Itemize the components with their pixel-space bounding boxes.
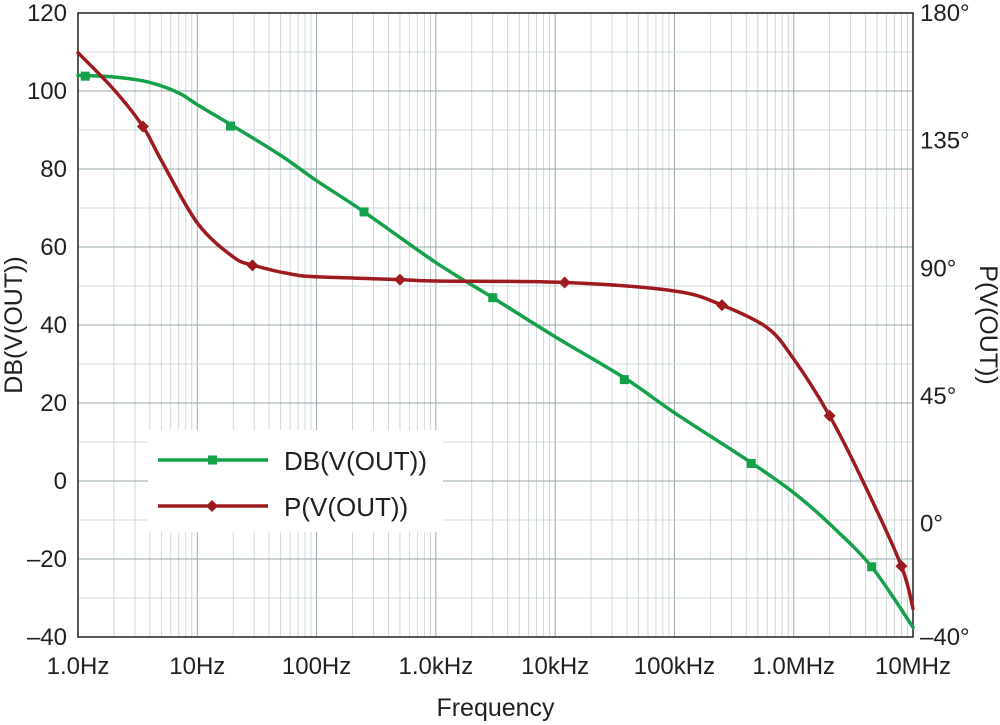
- x-tick-label: 10kHz: [521, 653, 589, 680]
- y-axis-title: DB(V(OUT)): [0, 256, 28, 393]
- series-marker-phase: [246, 259, 259, 272]
- x-tick-label: 10Hz: [169, 653, 225, 680]
- x-tick-label: 10MHz: [875, 653, 951, 680]
- x-tick-label: 100Hz: [282, 653, 351, 680]
- series-marker-phase: [136, 120, 149, 133]
- y-tick-label: 0: [54, 468, 67, 495]
- y-tick-label: 100: [27, 78, 67, 105]
- x-tick-label: 1.0Hz: [47, 653, 110, 680]
- legend-label-phase: P(V(OUT)): [284, 492, 408, 522]
- plot-frame: [77, 12, 914, 638]
- y2-tick-label: 0°: [920, 511, 943, 538]
- y-tick-label: 40: [40, 312, 67, 339]
- legend-marker-db: [208, 455, 217, 465]
- legend-label-db: DB(V(OUT)): [284, 446, 427, 476]
- y2-tick-label: 90°: [920, 255, 956, 282]
- series-marker-phase: [715, 299, 728, 312]
- x-tick-label: 1.0MHz: [752, 653, 835, 680]
- series-marker-db: [226, 121, 236, 131]
- grid: [78, 13, 913, 637]
- y-tick-label: 80: [40, 156, 67, 183]
- legend: DB(V(OUT)) P(V(OUT)): [148, 430, 443, 532]
- series-marker-db: [619, 375, 629, 385]
- series-marker-phase: [823, 409, 836, 422]
- y-tick-label: 60: [40, 234, 67, 261]
- series-layer: [76, 50, 915, 630]
- y-tick-label: –20: [27, 546, 67, 573]
- series-line-db: [76, 73, 915, 630]
- legend-background: [148, 430, 443, 532]
- x-tick-label: 1.0kHz: [399, 653, 474, 680]
- series-marker-phase: [393, 273, 406, 286]
- tick-labels: 1.0Hz 10Hz 100Hz 1.0kHz 10kHz 100kHz 1.0MHz 10M…: [27, 0, 970, 680]
- series-marker-db: [867, 562, 877, 572]
- x-tick-label: 100kHz: [634, 653, 715, 680]
- y-tick-label: –40: [27, 624, 67, 651]
- series-marker-db: [80, 71, 90, 81]
- y2-tick-label: 180°: [920, 0, 970, 27]
- series-marker-db: [359, 207, 369, 217]
- y2-axis-title: P(V(OUT)): [974, 265, 1000, 384]
- y2-tick-label: 45°: [920, 383, 956, 410]
- y-tick-label: 20: [40, 390, 67, 417]
- x-axis-title: Frequency: [436, 694, 555, 722]
- y2-tick-label: 135°: [920, 128, 970, 155]
- legend-marker-phase: [206, 500, 218, 512]
- y-tick-label: 120: [27, 0, 67, 27]
- series-marker-db: [746, 458, 756, 468]
- series-marker-phase: [558, 276, 571, 289]
- y2-tick-label: –40°: [920, 624, 970, 651]
- series-marker-phase: [895, 560, 908, 573]
- series-marker-db: [488, 293, 498, 303]
